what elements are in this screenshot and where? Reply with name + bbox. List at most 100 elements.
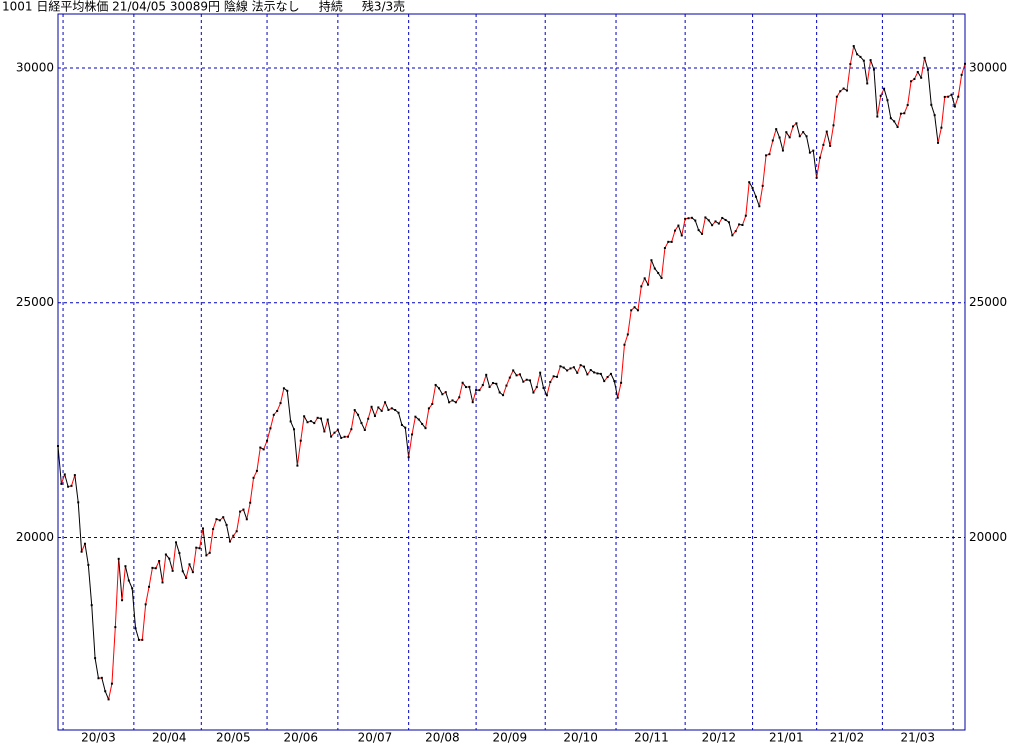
data-point	[937, 141, 940, 144]
data-point	[491, 382, 494, 385]
data-point	[603, 380, 606, 383]
line-segment	[398, 412, 403, 426]
data-point	[363, 428, 366, 431]
data-point	[117, 557, 120, 560]
data-point	[910, 80, 913, 83]
line-segment	[425, 408, 430, 429]
data-point	[232, 534, 235, 537]
line-segment	[124, 566, 130, 581]
data-point	[384, 401, 387, 404]
data-point	[127, 579, 130, 582]
line-segment	[816, 157, 821, 178]
data-point	[795, 122, 798, 125]
data-point	[299, 439, 302, 442]
data-point	[721, 216, 724, 219]
data-point	[340, 436, 343, 439]
data-point	[842, 87, 845, 90]
data-point	[960, 73, 963, 76]
line-segment	[623, 334, 629, 345]
data-point	[141, 638, 144, 641]
line-segment	[701, 217, 706, 234]
data-point	[107, 698, 110, 701]
data-point	[785, 131, 788, 134]
data-point	[451, 399, 454, 402]
line-segment	[411, 416, 416, 435]
data-point	[502, 394, 505, 397]
data-point	[380, 409, 383, 412]
line-segment	[91, 605, 96, 659]
line-segment	[192, 547, 197, 573]
data-point	[478, 389, 481, 392]
data-point	[606, 376, 609, 379]
line-segment	[795, 123, 801, 137]
data-point	[346, 435, 349, 438]
line-segment	[509, 370, 514, 378]
data-point	[926, 68, 929, 71]
data-point	[765, 154, 768, 157]
data-point	[630, 309, 633, 312]
data-point	[336, 429, 339, 432]
line-segment	[502, 385, 507, 396]
line-segment	[185, 564, 190, 579]
data-point	[57, 445, 59, 448]
data-point	[957, 95, 960, 98]
line-segment	[536, 372, 541, 388]
data-point	[73, 474, 76, 477]
data-point	[121, 599, 124, 602]
data-point	[454, 401, 457, 404]
data-point	[930, 103, 933, 106]
data-point	[94, 657, 97, 660]
line-segment	[735, 224, 740, 232]
line-segment	[789, 126, 794, 138]
line-segment	[128, 580, 133, 589]
line-segment	[863, 60, 868, 84]
plot-frame	[57, 13, 966, 731]
line-segment	[74, 475, 79, 503]
line-segment	[293, 429, 298, 466]
data-point	[798, 135, 801, 138]
data-point	[748, 181, 751, 184]
line-segment	[162, 554, 167, 583]
data-point	[741, 223, 744, 226]
data-point	[525, 378, 528, 381]
line-segment	[640, 278, 646, 287]
data-point	[623, 343, 626, 346]
line-segment	[81, 543, 86, 552]
data-point	[859, 55, 862, 58]
data-point	[738, 223, 741, 226]
data-point	[636, 309, 639, 312]
data-point	[542, 386, 545, 389]
line-segment	[772, 128, 777, 141]
data-point	[161, 581, 164, 584]
line-segment	[104, 691, 110, 700]
line-segment	[826, 131, 831, 146]
line-segment	[300, 416, 305, 441]
data-point	[367, 417, 370, 420]
data-point	[431, 403, 434, 406]
line-segment	[940, 96, 946, 128]
data-point	[953, 105, 956, 108]
line-segment	[384, 402, 389, 411]
line-segment	[111, 627, 116, 684]
line-segment	[253, 470, 258, 479]
line-segment	[175, 542, 180, 554]
line-segment	[482, 374, 487, 386]
line-segment	[472, 389, 477, 403]
data-point	[947, 95, 950, 98]
line-segment	[620, 344, 625, 383]
line-segment	[495, 383, 501, 393]
line-segment	[101, 677, 106, 692]
line-segment	[77, 502, 83, 552]
line-segment	[189, 564, 194, 573]
data-point	[825, 130, 828, 133]
data-point	[427, 407, 430, 410]
data-point	[687, 217, 690, 220]
data-point	[643, 277, 646, 280]
data-point	[964, 62, 966, 65]
line-segment	[155, 560, 160, 569]
line-segment	[114, 558, 120, 628]
line-segment	[246, 502, 251, 520]
data-point	[896, 126, 899, 129]
x-tick-label: 20/12	[702, 731, 737, 745]
line-segment	[249, 477, 255, 503]
